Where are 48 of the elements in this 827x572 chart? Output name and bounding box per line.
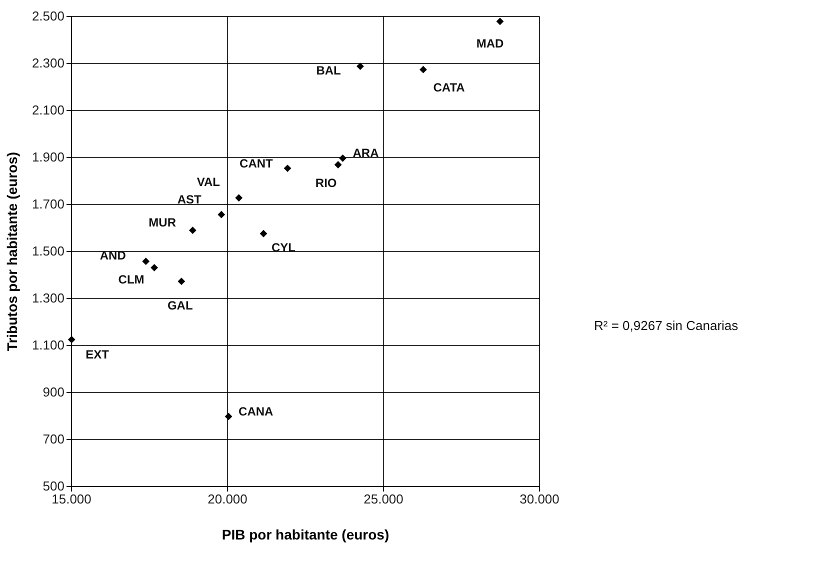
annotation: AND: [100, 248, 126, 262]
point: [188, 226, 196, 234]
annotation: EXT: [86, 348, 110, 362]
annotation: CYL: [272, 240, 296, 255]
annotation: AST: [177, 192, 202, 207]
point: [218, 210, 226, 218]
point: [334, 161, 342, 168]
annotation: BAL: [316, 63, 341, 78]
annotation: CANT: [240, 156, 274, 170]
y-tick-label: 500: [42, 478, 64, 494]
point: [339, 154, 346, 162]
x-tick-label: 30.000: [520, 492, 560, 506]
point: [150, 264, 158, 272]
point: [235, 194, 243, 202]
annotation: MAD: [476, 36, 504, 50]
y-tick-label: 1.500: [32, 244, 64, 258]
annotation: VAL: [196, 174, 220, 189]
point: [68, 336, 76, 344]
y-tick-label: 2.100: [32, 102, 64, 118]
x-tick-label: 25.000: [364, 492, 404, 506]
point: [284, 164, 292, 172]
point: [178, 278, 186, 286]
point: [496, 18, 504, 26]
x-axis-title: PIB por habitante (euros): [222, 526, 390, 542]
annotation: CATA: [433, 80, 466, 95]
y-axis-title: Tributos por habitante (euros): [4, 152, 20, 352]
point: [260, 230, 268, 238]
y-tick-label: 900: [42, 384, 64, 400]
point: [142, 258, 150, 266]
annotation: CLM: [118, 272, 144, 287]
text: R² = 0,9267 sin Canarias: [594, 318, 739, 334]
annotation: RIO: [315, 176, 337, 190]
y-tick-label: 2.500: [32, 8, 64, 24]
annotation: ARA: [352, 146, 380, 160]
y-tick-label: 1.900: [32, 150, 64, 164]
annotation: GAL: [167, 298, 193, 312]
x-tick-label: 20.000: [208, 492, 248, 506]
y-tick-label: 700: [42, 432, 64, 446]
y-tick-label: 1.300: [32, 290, 64, 306]
y-tick-label: 1.100: [32, 338, 64, 352]
point: [356, 62, 364, 70]
y-tick-label: 1.700: [32, 196, 64, 212]
point: [224, 412, 232, 420]
x-tick-label: 15.000: [52, 492, 92, 506]
y-tick-label: 2.300: [32, 56, 64, 70]
annotation: MUR: [148, 215, 176, 230]
point: [420, 66, 427, 74]
annotation: CANA: [238, 404, 274, 418]
